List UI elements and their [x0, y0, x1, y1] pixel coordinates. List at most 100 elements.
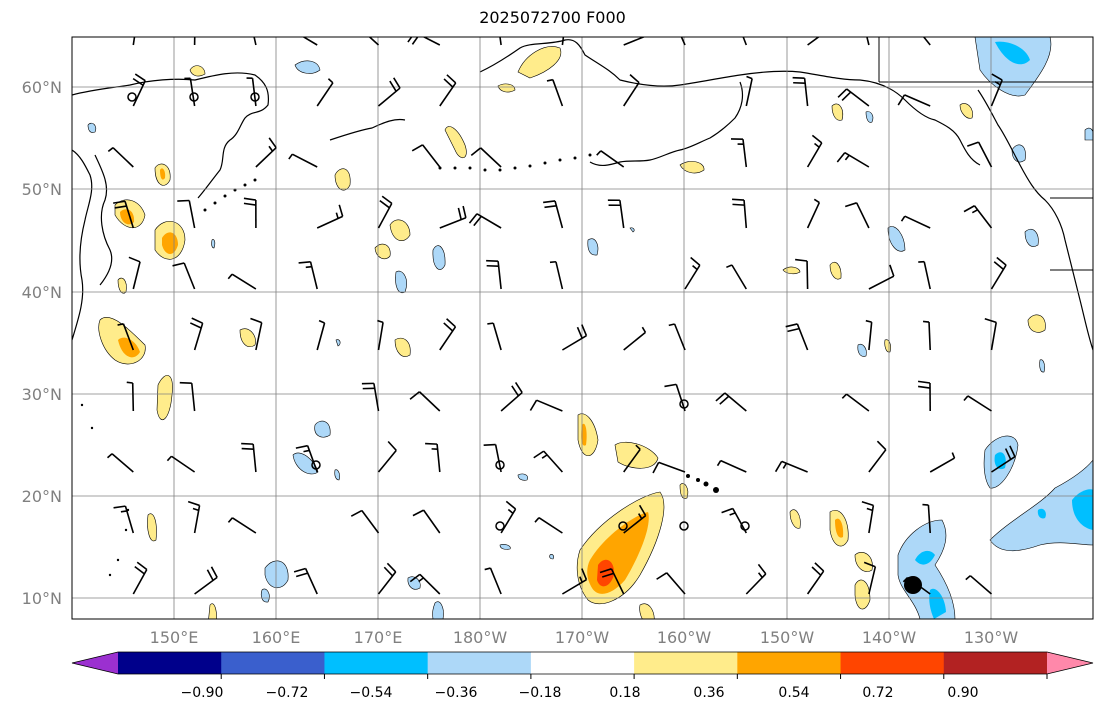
- wind-barb-shaft: [132, 37, 136, 46]
- wind-barb-flag: [851, 23, 863, 24]
- colorbar-segment: [737, 652, 842, 674]
- wind-barb-flag: [641, 326, 647, 333]
- wind-barb-flag: [629, 74, 640, 84]
- wind-barb-flag: [782, 462, 788, 469]
- colorbar-segment: [427, 652, 532, 674]
- wind-barb-flag: [814, 142, 820, 148]
- wind-barb-flag: [581, 324, 588, 336]
- wind-barb-flag: [637, 513, 643, 520]
- colorbar-segment: [530, 652, 635, 674]
- wind-barb-flag: [827, 23, 830, 28]
- wind-barb-shaft: [132, 569, 148, 595]
- wind-barb-shaft: [439, 326, 457, 351]
- colorbar-segment: [840, 652, 945, 674]
- wind-barb-shaft: [731, 264, 747, 290]
- wind-barb-shaft: [309, 261, 318, 290]
- wind-barb-flag: [409, 573, 421, 583]
- wind-barb-flag: [268, 137, 277, 149]
- wind-barb-flag: [971, 209, 978, 214]
- wind-barb-flag: [183, 15, 195, 17]
- wind-barb-flag: [993, 261, 1004, 271]
- wind-barb-flag: [554, 14, 566, 17]
- wind-barb-flag: [106, 453, 113, 459]
- wind-barb-flag: [967, 141, 979, 147]
- wind-barb-flag: [596, 150, 602, 156]
- wind-barb-flag: [1004, 448, 1012, 460]
- wind-barb-flag: [785, 323, 798, 328]
- wind-barb-shaft: [302, 37, 318, 46]
- wind-barb-shaft: [844, 151, 870, 168]
- wind-barb-flag: [866, 507, 873, 512]
- wind-barb-flag: [996, 256, 1007, 266]
- wind-barb-shaft: [720, 459, 747, 473]
- wind-barb-shaft: [377, 87, 401, 107]
- lon-label: 140°W: [862, 628, 917, 647]
- coastlines: [72, 39, 1093, 351]
- wind-barb-flag: [652, 462, 660, 474]
- wind-barb-shaft: [422, 144, 441, 168]
- wind-barb-shaft: [969, 575, 993, 595]
- wind-barb-flag: [305, 265, 312, 269]
- plot-frame: [71, 36, 1094, 620]
- colorbar-label: −0.72: [266, 685, 309, 701]
- wind-barb-flag: [963, 205, 975, 213]
- wind-barb-flag: [350, 509, 363, 517]
- wind-barb-flag: [922, 320, 930, 323]
- storm-marker: [904, 576, 922, 594]
- lon-label: 160°W: [657, 628, 712, 647]
- lon-label: 170°E: [354, 628, 403, 647]
- wind-barb-shaft: [806, 570, 825, 595]
- wind-barb-flag: [579, 576, 583, 583]
- wind-barb-shaft: [377, 571, 397, 595]
- borders: [878, 37, 1093, 271]
- wind-barb-flag: [446, 74, 457, 84]
- wind-barb-flag: [716, 460, 722, 467]
- wind-barb-flag: [994, 81, 1001, 86]
- wind-barb-flag: [383, 566, 394, 577]
- wind-barb-shaft: [973, 205, 993, 229]
- wind-barb-flag: [692, 265, 698, 271]
- wind-barb-shaft: [904, 215, 931, 229]
- wind-barb-shaft: [922, 37, 931, 46]
- wind-barb-flag: [507, 508, 514, 514]
- wind-barb-flag: [534, 517, 540, 523]
- wind-barb-flag: [897, 94, 906, 106]
- wind-barb-flag: [635, 444, 641, 450]
- wind-barb-flag: [814, 562, 825, 572]
- wind-barb-flag: [483, 443, 496, 446]
- lat-label: 20°N: [22, 487, 62, 506]
- wind-barb-flag: [841, 393, 848, 399]
- wind-barb-shaft: [561, 37, 565, 46]
- wind-barb-shaft: [846, 88, 870, 107]
- wind-barb-shaft: [194, 576, 218, 595]
- wind-barb-flag: [210, 566, 218, 578]
- wind-barb-flag: [241, 447, 254, 450]
- wind-barb-flag: [289, 31, 293, 36]
- wind-barb-flag: [715, 392, 726, 402]
- wind-barb-flag: [505, 500, 517, 510]
- wind-barb-flag: [844, 202, 857, 208]
- wind-barb-flag: [1009, 445, 1016, 458]
- wind-barb-shaft: [623, 331, 646, 351]
- wind-barb-flag: [917, 380, 931, 384]
- wind-barb-flag: [250, 317, 262, 324]
- wind-barb-flag: [268, 145, 274, 152]
- wind-barb-shaft: [868, 449, 887, 473]
- colorbar-label: −0.18: [519, 685, 562, 701]
- wind-barb-shaft: [990, 264, 1007, 290]
- wind-barb-flag: [774, 460, 783, 473]
- wind-barb-shaft: [680, 37, 686, 46]
- wind-barb-flag: [298, 261, 311, 264]
- wind-barb-flag: [166, 455, 173, 462]
- wind-barb-flag: [381, 195, 393, 205]
- colorbar-segment: [118, 652, 222, 674]
- wind-barb-shaft: [555, 261, 564, 290]
- wind-barb-shaft: [658, 461, 686, 473]
- wind-barb-flag: [549, 260, 557, 264]
- wind-barb-shaft: [742, 139, 748, 168]
- wind-barb-shaft: [316, 215, 343, 229]
- colorbar-ticks: −0.90 −0.72 −0.54 −0.36 −0.18 0.18 0.36 …: [181, 685, 979, 701]
- wind-barb-flag: [120, 510, 127, 513]
- wind-barb-flag: [425, 442, 438, 445]
